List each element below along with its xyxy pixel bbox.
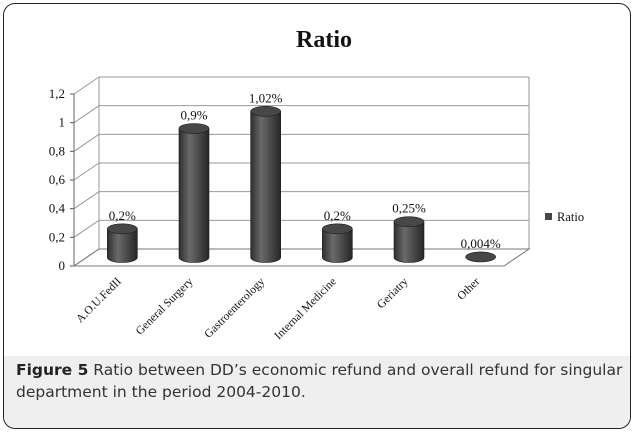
category-label: A.O.U.FedII bbox=[74, 276, 124, 326]
gridline-depth bbox=[73, 105, 100, 124]
bar-top bbox=[250, 106, 281, 117]
gridline-depth bbox=[73, 191, 100, 210]
bar-top bbox=[322, 223, 353, 235]
bar-2 bbox=[178, 123, 210, 263]
category-label: General Surgery bbox=[134, 275, 196, 337]
bar-5 bbox=[393, 216, 425, 263]
bar-4 bbox=[322, 223, 353, 263]
category-label: Geriatry bbox=[375, 275, 411, 311]
figure-frame: Ratio 0 0,2 0,4 0,6 0,8 1 1,2 0,2% A.O.U.FedII 0… bbox=[3, 3, 631, 429]
y-tick-label: 0,6 bbox=[49, 172, 66, 187]
legend-label: Ratio bbox=[557, 210, 584, 224]
bar-1 bbox=[107, 223, 138, 263]
caption-label: Figure 5 bbox=[16, 361, 89, 379]
data-label: 0,2% bbox=[324, 208, 351, 223]
legend-swatch bbox=[545, 213, 552, 220]
bar-chart: Ratio 0 0,2 0,4 0,6 0,8 1 1,2 0,2% A.O.U.FedII 0… bbox=[49, 27, 584, 343]
gridline-depth bbox=[73, 162, 100, 181]
y-tick-label: 0,2 bbox=[49, 229, 65, 244]
bar-top bbox=[178, 123, 210, 134]
y-tick-label: 0,8 bbox=[49, 143, 65, 158]
bar-body bbox=[322, 228, 353, 263]
category-label: Gastroenterology bbox=[202, 275, 267, 340]
gridline-depth bbox=[73, 219, 100, 238]
gridline-depth bbox=[73, 133, 100, 152]
bar-3 bbox=[250, 106, 281, 263]
caption-text: Ratio between DD’s economic refund and o… bbox=[16, 361, 623, 401]
figure-caption: Figure 5 Ratio between DD’s economic ref… bbox=[16, 359, 624, 403]
y-tick-label: 0,4 bbox=[49, 201, 66, 216]
y-tick-label: 0 bbox=[59, 258, 66, 273]
chart-title: Ratio bbox=[296, 27, 352, 53]
bar-body bbox=[250, 111, 281, 263]
y-tick-label: 1,2 bbox=[49, 86, 65, 101]
category-label: Other bbox=[455, 276, 482, 303]
data-label: 0,9% bbox=[180, 108, 207, 123]
category-label: Internal Medicine bbox=[272, 276, 339, 343]
y-tick-label: 1 bbox=[59, 115, 66, 130]
bar-body bbox=[107, 228, 138, 263]
bar-body bbox=[178, 128, 210, 263]
gridline-depth bbox=[73, 76, 100, 95]
data-label: 0,2% bbox=[109, 208, 136, 223]
data-label: 1,02% bbox=[249, 90, 283, 105]
data-label: 0,004% bbox=[461, 236, 501, 251]
bar-top bbox=[393, 216, 425, 227]
chart-floor bbox=[72, 248, 531, 267]
bar-top bbox=[107, 223, 138, 235]
data-label: 0,25% bbox=[392, 201, 426, 216]
bar-top bbox=[465, 251, 496, 263]
bar-body bbox=[393, 221, 425, 263]
bar-6 bbox=[465, 251, 496, 263]
